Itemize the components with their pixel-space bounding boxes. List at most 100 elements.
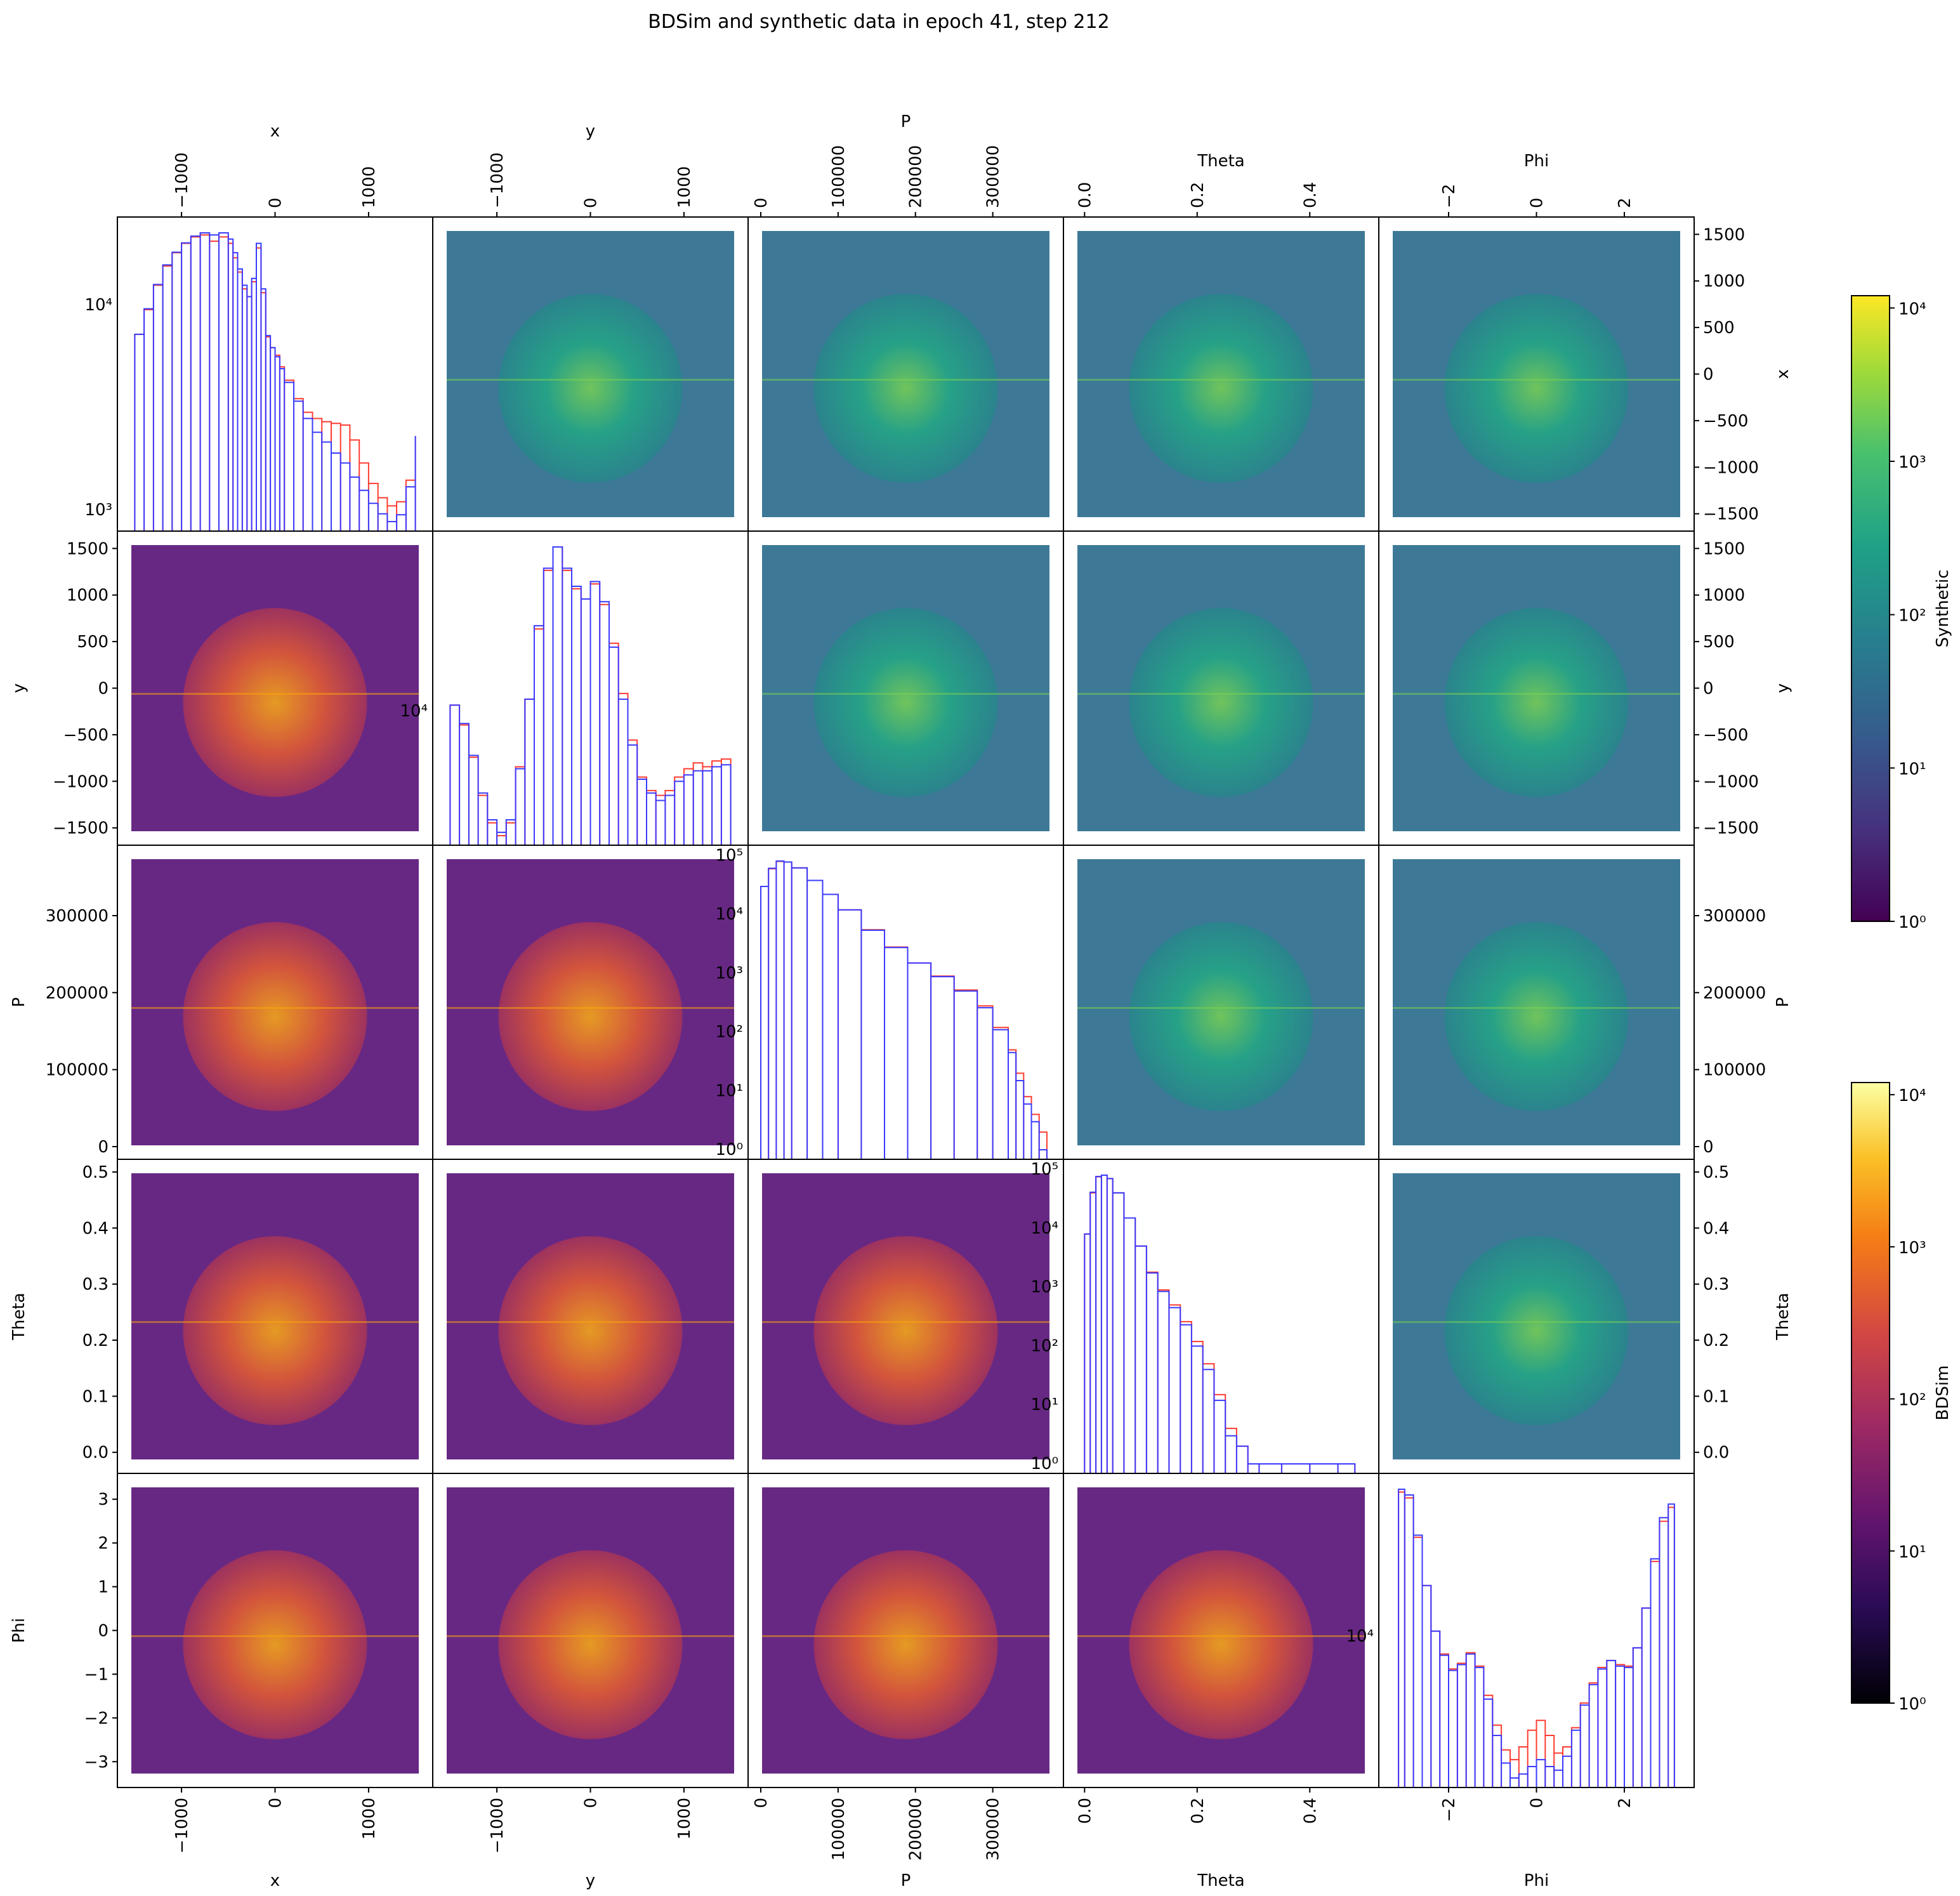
colorbar-label: Synthetic	[1933, 570, 1952, 648]
hist-ytick-label: 10³	[84, 501, 112, 520]
left-tick-label: −1	[84, 1665, 109, 1684]
colorbar-tick-label: 10³	[1898, 1239, 1926, 1258]
bottom-tick-label: 0	[1528, 1798, 1547, 1808]
left-tick-label: 300000	[46, 907, 109, 926]
bdsim-density-x-vs-P	[131, 859, 419, 1145]
bottom-tick-label: 200000	[907, 1798, 926, 1860]
bottom-tick-label: 0	[266, 1798, 286, 1808]
right-tick-label: 1500	[1703, 225, 1745, 244]
left-tick-label: 1000	[67, 586, 109, 605]
density-core	[183, 922, 367, 1111]
hist-ytick-label: 10⁴	[715, 905, 743, 924]
bottom-tick-label: −1000	[173, 1798, 192, 1853]
left-tick-label: 100000	[46, 1061, 109, 1080]
right-tick-label: 1000	[1703, 272, 1745, 291]
hist-ytick-label: 10¹	[715, 1081, 743, 1100]
top-tick-label: 0	[582, 197, 601, 208]
left-tick-label: 0.2	[82, 1331, 109, 1350]
histogram-synthetic-Phi	[1398, 1489, 1675, 1787]
colorbar-tick-label: 10⁴	[1898, 300, 1926, 319]
hist-ytick-label: 10⁰	[1030, 1454, 1058, 1473]
bottom-tick-label: 0.0	[1075, 1798, 1095, 1824]
histogram-Theta: 10⁰ 10¹ 10² 10³ 10⁴ 10⁵	[1030, 1160, 1356, 1473]
histogram-y: 10⁴	[400, 546, 732, 845]
synthetic-density-Phi-vs-x	[1393, 231, 1680, 517]
hist-ytick-label: 10⁴	[84, 296, 112, 315]
synthetic-density-Theta-vs-x	[1077, 231, 1365, 517]
right-tick-label: 0.0	[1703, 1444, 1729, 1463]
colorbar-tick-label: 10¹	[1898, 760, 1926, 779]
right-tick-label: 300000	[1703, 907, 1766, 926]
top-axis-label-y: y	[586, 122, 595, 141]
bottom-axis-label-x: x	[270, 1871, 280, 1890]
bdsim-density-x-vs-y	[131, 545, 419, 831]
hist-ytick-label: 10⁰	[715, 1140, 743, 1159]
top-tick-label: −2	[1440, 184, 1459, 208]
right-tick-label: 0.5	[1703, 1163, 1729, 1182]
colorbar-tick-label: 10⁰	[1898, 913, 1926, 932]
bottom-tick-label: 2	[1615, 1798, 1634, 1808]
density-core	[1444, 294, 1629, 483]
histogram-synthetic-y	[449, 546, 732, 845]
top-tick-label: 200000	[907, 145, 926, 208]
bottom-axis-label-Phi: Phi	[1524, 1871, 1549, 1890]
histogram-P: 10⁰ 10¹ 10² 10³ 10⁴ 10⁵	[715, 846, 1048, 1159]
histogram-synthetic-x	[134, 232, 416, 531]
hist-ytick-label: 10²	[715, 1023, 743, 1042]
bdsim-density-P-vs-Theta	[762, 1173, 1049, 1459]
top-tick-label: 0	[266, 197, 286, 208]
left-axis-label-Phi: Phi	[10, 1618, 29, 1643]
density-core	[1129, 294, 1313, 483]
colorbar-label: BDSim	[1933, 1366, 1952, 1421]
right-tick-label: 500	[1703, 633, 1735, 652]
hist-ytick-label: 10¹	[1030, 1395, 1058, 1414]
colorbar-tick-label: 10²	[1898, 607, 1926, 626]
left-tick-label: −3	[84, 1753, 109, 1772]
bdsim-density-y-vs-P	[447, 859, 734, 1145]
left-tick-label: 0	[98, 1138, 109, 1157]
left-tick-label: −1500	[53, 819, 109, 838]
synthetic-density-Theta-vs-P	[1077, 859, 1365, 1145]
left-tick-label: 1	[98, 1578, 109, 1597]
right-tick-label: −1500	[1703, 819, 1759, 838]
top-axis-label-P: P	[901, 112, 911, 131]
synthetic-density-Theta-vs-y	[1077, 545, 1365, 831]
right-tick-label: −1000	[1703, 772, 1759, 791]
top-tick-label: 1000	[675, 166, 694, 208]
bottom-tick-label: 0	[582, 1798, 601, 1808]
left-axis-label-Theta: Theta	[10, 1293, 29, 1340]
bdsim-density-x-vs-Phi	[131, 1487, 419, 1774]
hist-ytick-label: 10³	[715, 964, 743, 983]
hist-ytick-label: 10⁴	[1346, 1627, 1374, 1646]
colorbar-tick-label: 10²	[1898, 1391, 1926, 1410]
histogram-x: 10³ 10⁴	[84, 232, 416, 531]
top-tick-label: 300000	[984, 145, 1003, 208]
bdsim-density-x-vs-Theta	[131, 1173, 419, 1459]
colorbar-tick-label: 10⁰	[1898, 1695, 1926, 1714]
right-tick-label: 0.4	[1703, 1219, 1729, 1238]
left-tick-label: 1500	[67, 539, 109, 558]
density-core	[498, 1236, 683, 1425]
figure-title: BDSim and synthetic data in epoch 41, st…	[648, 11, 1109, 33]
right-axis-label-x: x	[1773, 369, 1792, 379]
density-core	[183, 1550, 367, 1739]
hist-ytick-label: 10⁴	[1030, 1219, 1058, 1238]
left-tick-label: −1000	[53, 772, 109, 791]
right-tick-label: −1500	[1703, 505, 1759, 524]
right-tick-label: 200000	[1703, 984, 1766, 1003]
synthetic-density-y-vs-x	[447, 231, 734, 517]
colorbar-synthetic: 10⁰ 10¹ 10² 10³ 10⁴ Synthetic	[1851, 295, 1952, 932]
synthetic-density-Phi-vs-P	[1393, 859, 1680, 1145]
right-tick-label: 0	[1703, 680, 1714, 699]
bdsim-density-y-vs-Theta	[447, 1173, 734, 1459]
hist-ytick-label: 10⁵	[1030, 1160, 1058, 1179]
left-axis-label-P: P	[10, 997, 29, 1008]
left-tick-label: 200000	[46, 984, 109, 1003]
bottom-tick-label: 1000	[360, 1798, 379, 1840]
colorbar-tick-label: 10¹	[1898, 1543, 1926, 1562]
density-core	[1129, 922, 1313, 1111]
density-core	[498, 294, 683, 483]
top-tick-label: 2	[1615, 197, 1634, 208]
right-tick-label: 0.2	[1703, 1331, 1729, 1350]
